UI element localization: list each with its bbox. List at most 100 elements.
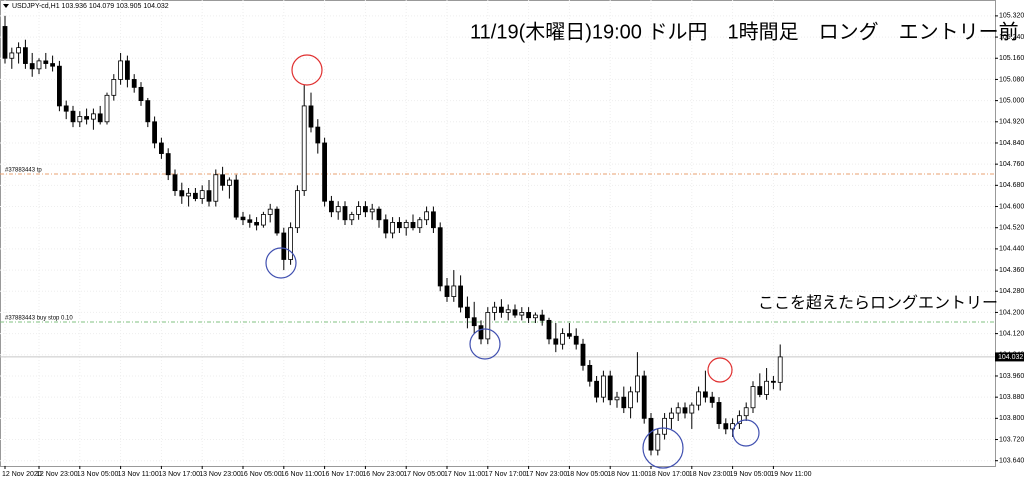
y-tick-label: 105.240 — [999, 34, 1024, 41]
candle-body — [233, 179, 239, 218]
candle-body — [165, 153, 171, 176]
candle-body — [111, 79, 117, 96]
candle-body — [390, 222, 396, 234]
red-circle — [707, 357, 733, 383]
candle-body — [424, 211, 430, 221]
candle-body — [9, 52, 15, 59]
y-tick-label: 105.000 — [999, 97, 1024, 104]
candle-body — [118, 60, 123, 80]
candle-body — [328, 200, 334, 213]
candle-body — [709, 396, 715, 403]
grid — [0, 0, 995, 466]
candle-body — [764, 380, 769, 395]
candle-body — [594, 380, 599, 398]
x-tick-label: 17 Nov 11:00 — [444, 471, 485, 478]
candle-body — [294, 190, 300, 229]
y-tick-label: 105.080 — [999, 76, 1024, 83]
candle-body — [403, 222, 409, 229]
candle-body — [451, 285, 457, 297]
candle-body — [349, 214, 355, 221]
x-tick-label: 17 Nov 23:00 — [526, 471, 568, 478]
candle-body — [716, 402, 722, 425]
candle-body — [675, 407, 681, 414]
blue-circle — [265, 247, 297, 279]
x-tick-label: 13 Nov 23:00 — [199, 471, 241, 478]
x-tick-label: 17 Nov 17:00 — [485, 471, 527, 478]
candle-body — [192, 192, 198, 199]
blue-circle — [469, 328, 501, 360]
candle-body — [29, 63, 35, 70]
current-price-box — [995, 352, 1024, 362]
candle-body — [458, 285, 464, 308]
candle-body — [553, 338, 559, 345]
y-tick-label: 104.440 — [999, 246, 1024, 253]
candle-body — [247, 219, 253, 223]
candle-body — [696, 391, 701, 406]
x-tick-label: 16 Nov 11:00 — [281, 471, 322, 478]
x-tick-label: 18 Nov 23:00 — [689, 471, 731, 478]
x-tick-label: 13 Nov 17:00 — [158, 471, 200, 478]
candle-body — [226, 179, 232, 186]
candle-body — [274, 208, 280, 234]
candle-body — [131, 79, 137, 88]
order-line-label: #37883443 tp — [5, 168, 42, 174]
annotation: ここを超えたらロングエントリー — [758, 294, 998, 312]
current-price-label: 104.032 — [998, 354, 1023, 361]
y-tick-label: 104.520 — [999, 225, 1024, 232]
candle-body — [84, 116, 89, 120]
candle-body — [315, 126, 321, 144]
candle-body — [186, 192, 192, 197]
y-tick-label: 105.160 — [999, 55, 1024, 62]
header: USDJPY-cd,H1 103.936 104.079 103.905 104… — [12, 3, 169, 10]
candle-body — [308, 105, 314, 128]
y-tick-label: 104.120 — [999, 330, 1024, 337]
candle-body — [179, 190, 185, 197]
candle-body — [471, 317, 477, 327]
y-tick-label: 104.680 — [999, 182, 1024, 189]
header-high: 104.079 — [89, 3, 114, 10]
candle-body — [478, 325, 484, 340]
candle-body — [206, 190, 212, 202]
candle-body — [614, 396, 620, 401]
candle-body — [737, 415, 742, 425]
menu-arrow — [3, 4, 9, 8]
x-tick-label: 12 Nov 2020 — [2, 471, 42, 478]
candle-body — [743, 407, 749, 417]
candle-body — [267, 208, 273, 215]
candle-body — [369, 208, 375, 213]
candle-body — [240, 216, 246, 221]
chart-title: 11/19(木曜日)19:00 ドル円 1時間足 ロング エントリー前 — [470, 20, 1019, 43]
candle-body — [437, 227, 443, 287]
y-tick-label: 104.280 — [999, 288, 1024, 295]
candle-body — [22, 47, 28, 64]
y-tick-label: 103.960 — [999, 373, 1024, 380]
y-tick-label: 104.760 — [999, 161, 1024, 168]
x-tick-label: 18 Nov 11:00 — [607, 471, 648, 478]
candle-body — [410, 222, 416, 229]
candle-body — [57, 65, 62, 107]
candle-body — [288, 227, 294, 260]
y-tick-label: 103.640 — [999, 458, 1024, 465]
candle-body — [777, 356, 783, 383]
candle-body — [342, 206, 348, 221]
candle-body — [104, 94, 110, 123]
candle-body — [641, 375, 647, 419]
blue-circle — [642, 427, 684, 469]
y-tick-label: 103.880 — [999, 394, 1024, 401]
candle-body — [77, 116, 83, 123]
x-tick-label: 18 Nov 05:00 — [566, 471, 608, 478]
candle-body — [682, 407, 688, 414]
candle-body — [723, 423, 729, 430]
candle-body — [498, 306, 504, 313]
candle-body — [301, 105, 307, 192]
plot-frame — [0, 0, 996, 467]
candle-body — [464, 306, 470, 319]
candle-body — [505, 309, 511, 313]
x-tick-label: 17 Nov 05:00 — [403, 471, 445, 478]
candle-body — [539, 314, 545, 321]
candle-body — [655, 433, 661, 451]
header-low: 103.905 — [116, 3, 141, 10]
candle-body — [546, 319, 552, 340]
candle-body — [689, 404, 695, 414]
